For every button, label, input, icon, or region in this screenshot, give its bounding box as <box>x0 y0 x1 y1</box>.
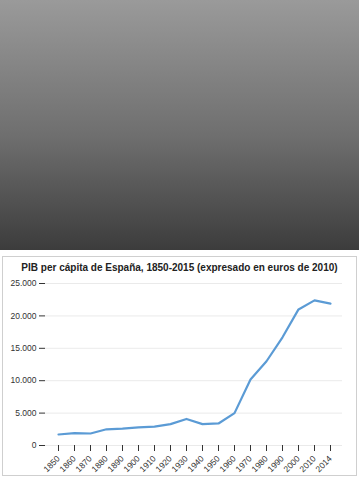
svg-text:2010: 2010 <box>297 453 318 474</box>
svg-text:1910: 1910 <box>137 453 158 474</box>
svg-text:1950: 1950 <box>201 453 222 474</box>
svg-text:1850: 1850 <box>41 453 62 474</box>
svg-text:5.000: 5.000 <box>15 408 37 418</box>
svg-text:15.000: 15.000 <box>11 343 37 353</box>
svg-text:1980: 1980 <box>249 453 270 474</box>
svg-text:10.000: 10.000 <box>11 375 37 385</box>
svg-text:20.000: 20.000 <box>11 311 37 321</box>
svg-text:25.000: 25.000 <box>11 278 37 288</box>
svg-text:2014: 2014 <box>313 453 334 474</box>
svg-text:1860: 1860 <box>57 453 78 474</box>
svg-text:1900: 1900 <box>121 453 142 474</box>
svg-text:0: 0 <box>32 440 37 450</box>
svg-text:1970: 1970 <box>233 453 254 474</box>
svg-text:1940: 1940 <box>185 453 206 474</box>
svg-text:1870: 1870 <box>73 453 94 474</box>
svg-text:1920: 1920 <box>153 453 174 474</box>
svg-text:1880: 1880 <box>89 453 110 474</box>
svg-text:2000: 2000 <box>281 453 302 474</box>
svg-text:1890: 1890 <box>105 453 126 474</box>
svg-text:1930: 1930 <box>169 453 190 474</box>
svg-text:1960: 1960 <box>217 453 238 474</box>
html-text:PIB per cápita de España, 1850: PIB per cápita de España, 1850-2015 (exp… <box>21 262 338 273</box>
svg-text:1990: 1990 <box>265 453 286 474</box>
